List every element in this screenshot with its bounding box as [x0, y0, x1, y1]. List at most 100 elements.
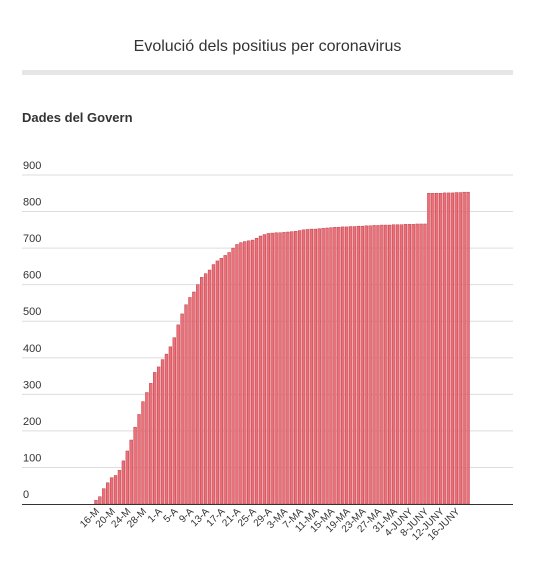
bar: [384, 224, 388, 505]
bar: [376, 225, 380, 505]
bar: [297, 230, 302, 505]
bar: [223, 255, 227, 505]
bar: [121, 460, 126, 505]
bar: [141, 401, 145, 505]
bar: [215, 260, 220, 505]
bar: [294, 231, 298, 505]
bar: [446, 192, 451, 505]
bar: [211, 264, 216, 505]
bar: [360, 225, 364, 505]
bar: [313, 228, 317, 505]
bar: [423, 223, 427, 505]
bar: [333, 227, 337, 505]
bar: [172, 337, 176, 505]
chart-subtitle: Dades del Govern: [22, 110, 133, 125]
bar: [145, 392, 149, 505]
bar: [286, 231, 290, 505]
bar: [341, 226, 345, 505]
y-tick-label: 300: [23, 379, 41, 391]
bar: [344, 226, 349, 505]
bar: [321, 228, 325, 505]
bar: [203, 273, 208, 505]
bar: [270, 232, 274, 505]
chart-title: Evolució dels positius per coronavirus: [133, 38, 402, 55]
bar: [317, 228, 321, 505]
bar: [411, 224, 415, 505]
bar: [258, 235, 263, 505]
bar: [231, 247, 235, 505]
y-tick-label: 600: [23, 270, 41, 282]
bar: [262, 234, 267, 505]
bar: [442, 192, 447, 505]
y-tick-label: 0: [23, 489, 29, 501]
title-divider: [22, 70, 513, 75]
bar: [243, 241, 247, 505]
bar: [137, 414, 141, 505]
bar: [329, 227, 333, 505]
bar: [391, 224, 396, 505]
bar: [188, 297, 192, 505]
bar: [176, 324, 180, 505]
bar: [309, 228, 314, 505]
bar: [282, 232, 286, 505]
y-tick-label: 500: [23, 306, 41, 318]
y-tick-label: 400: [23, 343, 41, 355]
bar: [462, 191, 466, 505]
bar: [219, 258, 223, 505]
bar: [200, 277, 204, 505]
bar: [192, 291, 196, 505]
bar: [156, 366, 161, 505]
bar: [415, 223, 419, 505]
bar: [364, 225, 368, 505]
bar: [348, 226, 353, 505]
bar: [466, 191, 470, 505]
bar: [450, 192, 455, 505]
y-tick-label: 900: [23, 160, 41, 172]
bar: [431, 193, 435, 505]
bar: [301, 229, 306, 505]
bar: [278, 232, 282, 505]
bar: [109, 477, 114, 505]
bar: [372, 225, 376, 505]
y-tick-label: 700: [23, 233, 41, 245]
bar: [266, 233, 270, 505]
bar: [106, 482, 110, 505]
bar: [247, 240, 251, 505]
bar: [250, 239, 255, 505]
bar: [180, 313, 184, 505]
bar: [388, 224, 392, 505]
bar: [254, 237, 259, 505]
bar: [184, 304, 188, 505]
bar: [368, 225, 372, 505]
bar: [160, 359, 165, 505]
bar: [129, 439, 133, 505]
bar: [164, 353, 169, 505]
bar: [125, 450, 129, 505]
bar: [117, 470, 122, 505]
bar: [325, 227, 329, 505]
bar: [153, 372, 157, 505]
bar: [227, 252, 231, 505]
bar: [98, 496, 102, 505]
bar: [196, 284, 200, 505]
bar: [113, 475, 118, 505]
bar: [290, 231, 294, 505]
bar: [337, 227, 341, 505]
y-tick-label: 200: [23, 416, 41, 428]
bar: [235, 244, 239, 505]
bar: [399, 224, 404, 505]
bar: [352, 226, 357, 505]
bar: [407, 224, 411, 505]
bar: [454, 192, 458, 505]
bar: [458, 192, 462, 505]
bar: [274, 232, 278, 505]
bar: [207, 269, 212, 505]
bar: [419, 223, 423, 505]
bar: [435, 193, 439, 505]
bar: [239, 242, 243, 505]
bar: [305, 229, 310, 505]
bar: [133, 426, 137, 505]
bar: [168, 346, 173, 505]
